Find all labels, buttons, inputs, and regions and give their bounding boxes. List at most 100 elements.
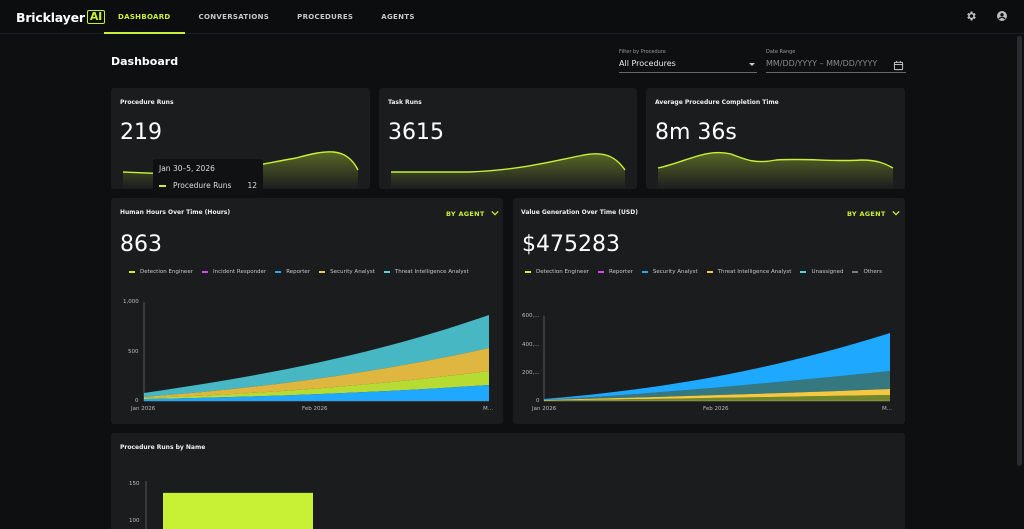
main-nav: DASHBOARD CONVERSATIONS PROCEDURES AGENT… [104, 0, 429, 34]
bar-procedure-runs[interactable] [163, 492, 313, 529]
legend-swatch [275, 271, 282, 273]
human-hours-area-chart [143, 302, 489, 402]
tab-agents[interactable]: AGENTS [381, 13, 415, 21]
tab-dashboard[interactable]: DASHBOARD [104, 0, 185, 34]
value-generation-area-chart [543, 316, 890, 402]
value-generation-title: Value Generation Over Time (USD) [521, 209, 638, 216]
tab-procedures[interactable]: PROCEDURES [297, 13, 354, 21]
legend-label: Detection Engineer [140, 269, 193, 275]
legend-swatch [319, 271, 326, 273]
procedure-filter-label: Filter by Procedure [619, 49, 666, 55]
legend-swatch [852, 271, 859, 273]
legend-label: Detection Engineer [536, 269, 589, 275]
date-range-filter[interactable]: Date Range MM/DD/YYYY – MM/DD/YYYY [766, 49, 906, 73]
legend-label: Unassigned [811, 269, 844, 275]
logo-badge: AI [86, 10, 106, 24]
x-tick: M... [882, 406, 892, 412]
legend-item[interactable]: Threat Intelligence Analyst [706, 269, 792, 275]
y-tick: 500 [128, 349, 139, 355]
legend-swatch [800, 271, 807, 273]
date-range-placeholder: MM/DD/YYYY – MM/DD/YYYY [766, 59, 878, 68]
legend-item[interactable]: Threat Intelligence Analyst [383, 269, 469, 275]
by-agent-label: BY AGENT [446, 210, 485, 218]
y-tick: 100 [129, 518, 140, 524]
legend-swatch [201, 271, 208, 273]
tooltip-value: 12 [247, 181, 257, 190]
kpi-value: 219 [120, 120, 162, 145]
human-hours-value: 863 [120, 232, 162, 257]
legend-swatch [641, 271, 648, 273]
legend-label: Others [863, 269, 882, 275]
x-tick: M... [483, 406, 493, 412]
scrollbar[interactable] [1017, 36, 1022, 466]
legend-item[interactable]: Detection Engineer [525, 269, 589, 275]
tooltip-series: Procedure Runs [173, 181, 232, 190]
legend-item[interactable]: Incident Responder [201, 269, 267, 275]
human-hours-card: Human Hours Over Time (Hours) BY AGENT 8… [111, 198, 503, 424]
procedure-select[interactable]: All Procedures [619, 59, 757, 73]
y-tick: 0 [536, 398, 540, 404]
by-agent-label: BY AGENT [847, 210, 886, 218]
by-agent-dropdown[interactable]: BY AGENT [847, 210, 900, 218]
kpi-title: Task Runs [388, 99, 422, 106]
kpi-card-avg-completion: Average Procedure Completion Time 8m 36s [646, 88, 905, 189]
chevron-down-icon [892, 210, 900, 216]
procedure-runs-by-name-card: Procedure Runs by Name 150 100 [111, 433, 905, 529]
x-tick: Jan 2026 [131, 406, 156, 412]
procedure-filter[interactable]: Filter by Procedure All Procedures [619, 49, 757, 73]
calendar-icon[interactable] [893, 60, 904, 71]
sparkline-task-runs [391, 153, 626, 189]
logo[interactable]: Bricklayer AI [16, 9, 106, 25]
tooltip-swatch [159, 184, 166, 187]
page-title: Dashboard [111, 55, 179, 68]
sparkline-avg-completion [657, 151, 894, 189]
by-agent-dropdown[interactable]: BY AGENT [446, 210, 499, 218]
legend-swatch [706, 271, 713, 273]
legend-label: Threat Intelligence Analyst [717, 269, 792, 275]
top-bar: Bricklayer AI DASHBOARD CONVERSATIONS PR… [0, 0, 1024, 34]
caret-down-icon [749, 63, 755, 66]
procedure-runs-bar-chart [145, 481, 313, 529]
tooltip-row: Procedure Runs 12 [159, 181, 257, 190]
legend-item[interactable]: Reporter [275, 269, 310, 275]
legend-item[interactable]: Security Analyst [641, 269, 698, 275]
procedure-select-value: All Procedures [619, 59, 676, 68]
y-tick: 600,... [522, 313, 540, 319]
human-hours-legend: Detection Engineer Incident Responder Re… [129, 269, 499, 275]
value-generation-card: Value Generation Over Time (USD) BY AGEN… [513, 198, 905, 424]
legend-item[interactable]: Security Analyst [319, 269, 375, 275]
kpi-title: Procedure Runs [120, 99, 174, 106]
account-icon[interactable] [996, 10, 1008, 22]
date-range-label: Date Range [766, 49, 796, 55]
tooltip-date: Jan 30–5, 2026 [159, 164, 215, 173]
chart-tooltip: Jan 30–5, 2026 Procedure Runs 12 [153, 159, 263, 195]
kpi-value: 8m 36s [655, 120, 737, 145]
legend-swatch [129, 271, 135, 273]
procedure-runs-by-name-title: Procedure Runs by Name [120, 444, 206, 451]
kpi-title: Average Procedure Completion Time [655, 99, 779, 106]
y-tick: 150 [129, 481, 140, 487]
y-tick: 0 [135, 398, 139, 404]
human-hours-title: Human Hours Over Time (Hours) [120, 209, 231, 216]
y-tick: 1,000 [123, 299, 139, 305]
legend-label: Threat Intelligence Analyst [394, 269, 469, 275]
gear-icon[interactable] [965, 10, 977, 22]
legend-swatch [383, 271, 390, 273]
value-generation-value: $475283 [522, 232, 620, 257]
x-tick: Feb 2026 [302, 406, 328, 412]
legend-item[interactable]: Unassigned [800, 269, 843, 275]
value-generation-legend: Detection Engineer Reporter Security Ana… [525, 269, 885, 275]
date-range-input[interactable]: MM/DD/YYYY – MM/DD/YYYY [766, 59, 906, 73]
legend-label: Incident Responder [212, 269, 267, 275]
legend-swatch [525, 271, 531, 273]
tab-conversations[interactable]: CONVERSATIONS [198, 13, 270, 21]
legend-item[interactable]: Reporter [597, 269, 633, 275]
legend-label: Reporter [608, 269, 633, 275]
legend-item[interactable]: Detection Engineer [129, 269, 193, 275]
logo-text: Bricklayer [16, 9, 85, 25]
legend-item[interactable]: Others [852, 269, 882, 275]
y-tick: 400,... [522, 342, 540, 348]
y-tick: 200,... [522, 370, 540, 376]
chevron-down-icon [491, 210, 499, 216]
legend-label: Security Analyst [330, 269, 375, 275]
